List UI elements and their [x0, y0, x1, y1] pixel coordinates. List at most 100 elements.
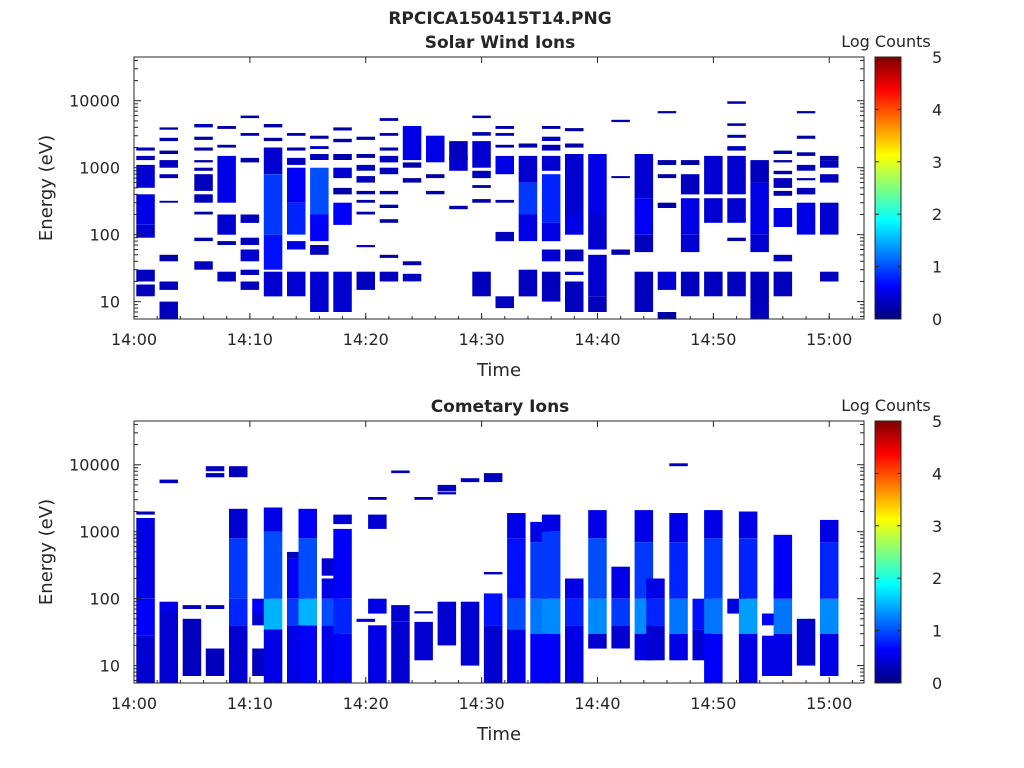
heatmap-cell — [541, 249, 561, 262]
panel-title: Solar Wind Ions — [425, 33, 576, 53]
heatmap-cell — [217, 155, 236, 203]
y-tick-label: 10 — [100, 293, 120, 312]
heatmap-cell — [426, 190, 445, 195]
heatmap-cell — [483, 473, 503, 483]
colorbar — [874, 56, 902, 320]
heatmap-cell — [611, 176, 630, 179]
heatmap-cell — [565, 143, 584, 148]
heatmap-cell — [704, 155, 723, 195]
heatmap-cell — [310, 135, 329, 139]
heatmap-cell — [495, 126, 514, 129]
heatmap-cell — [263, 598, 283, 630]
colorbar-tick-label: 3 — [932, 153, 942, 172]
heatmap-cell — [240, 269, 260, 275]
heatmap-cell — [414, 611, 433, 614]
x-ticks: 14:00 14:10 14:20 14:30 14:40 14:50 15:00 — [111, 57, 853, 349]
heatmap-cell — [750, 271, 769, 319]
heatmap-cell — [657, 312, 677, 319]
heatmap-cell — [773, 208, 793, 227]
heatmap-cell — [750, 160, 769, 183]
heatmap-cell — [356, 190, 375, 195]
heatmap-cell — [240, 281, 260, 290]
heatmap-cell — [611, 249, 630, 255]
heatmap-cell — [356, 164, 375, 171]
heatmap-cell — [669, 598, 688, 634]
heatmap-cell — [704, 510, 723, 539]
heatmap-cell — [773, 534, 793, 599]
heatmap-cell — [727, 101, 746, 104]
heatmap-cell — [565, 271, 584, 275]
heatmap-cell — [287, 271, 306, 297]
heatmap-cell — [565, 249, 584, 262]
heatmap-cell — [657, 111, 677, 114]
heatmap-cell — [298, 598, 317, 626]
heatmap-cell — [368, 497, 387, 500]
heatmap-cell — [217, 126, 236, 129]
heatmap-cell — [287, 133, 306, 136]
heatmap-cell — [472, 170, 491, 179]
heatmap-cell — [541, 598, 561, 634]
heatmap-cell — [738, 538, 758, 599]
heatmap-cell — [310, 154, 329, 160]
y-tick-label: 1000 — [79, 523, 120, 542]
heatmap-cell — [333, 271, 352, 312]
colorbar-tick-label: 0 — [932, 310, 942, 329]
colorbar-tick-label: 4 — [932, 464, 942, 483]
heatmap-cell — [333, 167, 352, 179]
heatmap-cell — [333, 187, 352, 195]
heatmap-cell — [738, 511, 758, 539]
heatmap-cell — [240, 115, 260, 119]
heatmap-cell — [738, 633, 758, 683]
heatmap-cell — [727, 134, 746, 138]
heatmap-cell — [402, 261, 422, 266]
heatmap-cell — [136, 147, 155, 151]
heatmap-cell — [217, 241, 236, 245]
heatmap-cell — [136, 598, 155, 636]
x-tick-label: 14:50 — [690, 694, 736, 713]
y-axis-label: Energy (eV) — [36, 499, 57, 605]
heatmap-cell — [356, 271, 375, 282]
heatmap-cell — [472, 115, 491, 119]
heatmap-cell — [194, 211, 213, 215]
heatmap-cell — [669, 633, 688, 661]
heatmap-cell — [310, 271, 329, 312]
x-tick-label: 14:30 — [459, 694, 505, 713]
heatmap-cell — [136, 511, 155, 515]
heatmap-cell — [182, 618, 202, 676]
heatmap-cell — [657, 202, 677, 208]
heatmap-cell — [194, 194, 213, 203]
heatmap-cell — [356, 245, 375, 248]
x-tick-label: 14:10 — [227, 330, 273, 349]
heatmap-cell — [727, 146, 746, 151]
x-tick-label: 15:00 — [806, 330, 852, 349]
heatmap-cell — [472, 271, 491, 297]
heatmap-cell — [449, 205, 468, 210]
heatmap-cell — [704, 538, 723, 599]
heatmap-cell — [217, 214, 236, 235]
heatmap-cell — [333, 202, 352, 225]
x-tick-label: 14:30 — [459, 330, 505, 349]
heatmap-cell — [437, 492, 457, 495]
x-axis-label: Time — [476, 724, 521, 745]
heatmap-cell — [194, 174, 213, 191]
heatmap-cell — [565, 578, 584, 599]
heatmap-cell — [379, 204, 399, 208]
heatmap-cell — [773, 190, 793, 196]
heatmap-cell — [820, 202, 839, 235]
heatmap-cell — [136, 194, 155, 225]
y-tick-label: 1000 — [79, 159, 120, 178]
heatmap-cell — [820, 598, 839, 634]
heatmap-cell — [263, 174, 283, 235]
heatmap-cell — [379, 133, 399, 136]
heatmap-cell — [518, 281, 538, 297]
heatmap-cell — [611, 625, 630, 649]
heatmap-cell — [680, 174, 700, 195]
y-tick-label: 10000 — [69, 456, 120, 475]
colorbar-ticks: 0 1 2 3 4 5 — [875, 48, 942, 329]
heatmap-cell — [796, 135, 816, 139]
heatmap-cell — [379, 118, 399, 121]
heatmap-cell — [634, 234, 654, 253]
heatmap-cell — [159, 601, 178, 614]
heatmap-cell — [240, 237, 260, 245]
heatmap-cell — [229, 508, 248, 539]
